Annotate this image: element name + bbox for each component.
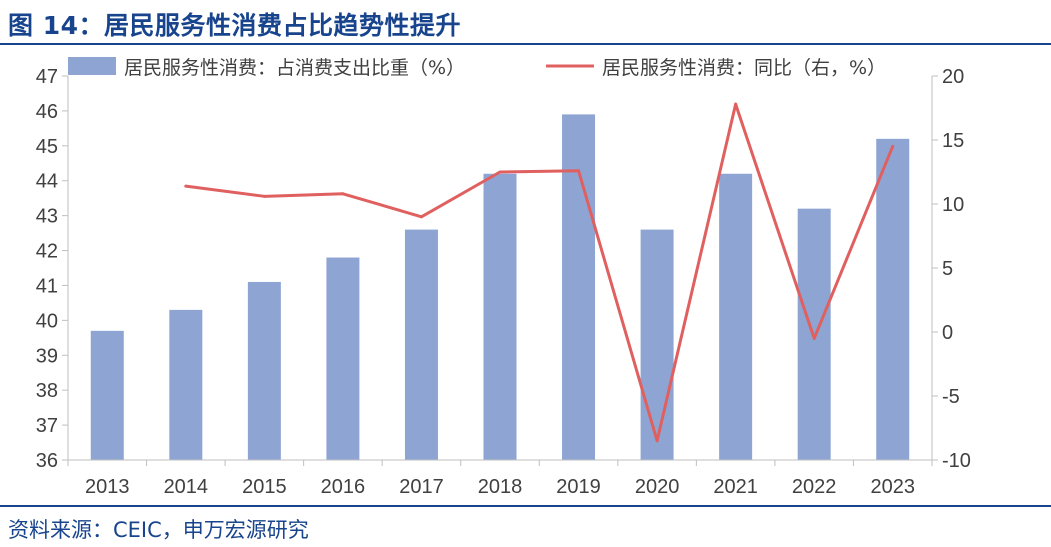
y-left-tick-label: 47 — [36, 66, 58, 88]
bar-2019 — [562, 114, 596, 461]
yoy-point-2014 — [184, 184, 188, 188]
figure-title: 图 14：居民服务性消费占比趋势性提升 — [8, 11, 461, 40]
yoy-point-2022 — [812, 336, 816, 340]
x-tick-label-2023: 2023 — [870, 476, 915, 498]
x-tick-label-2020: 2020 — [635, 476, 680, 498]
bar-2017 — [404, 229, 438, 460]
y-left-tick-label: 44 — [36, 171, 58, 193]
title-rule — [0, 43, 1051, 45]
y-right-tick-label: 10 — [942, 194, 964, 216]
bar-2018 — [483, 173, 517, 460]
x-tick-label-2015: 2015 — [242, 476, 287, 498]
y-left-tick-label: 45 — [36, 136, 58, 158]
bar-2021 — [719, 173, 753, 460]
y-right-tick-label: -5 — [942, 386, 960, 408]
x-tick-label-2019: 2019 — [556, 476, 601, 498]
axes-layer: 36 37 38 39 40 41 42 43 44 45 46 47 -10 -5 0 5 10 15 20 201… — [36, 66, 971, 498]
x-tick-label-2018: 2018 — [478, 476, 523, 498]
yoy-point-2019 — [577, 169, 581, 173]
line-layer — [184, 102, 895, 443]
source-rule — [0, 505, 1051, 507]
yoy-point-2023 — [891, 144, 895, 148]
y-left-tick-label: 46 — [36, 101, 58, 123]
y-left-tick-label: 37 — [36, 415, 58, 437]
y-right-tick-label: 5 — [942, 258, 953, 280]
yoy-point-2020 — [655, 439, 659, 443]
bar-2015 — [247, 281, 281, 460]
y-right-tick-label: 15 — [942, 130, 964, 152]
legend: 居民服务性消费：占消费支出比重（%） 居民服务性消费：同比（右，%） — [68, 57, 886, 79]
chart: 36 37 38 39 40 41 42 43 44 45 46 47 -10 -5 0 5 10 15 20 201… — [36, 57, 971, 498]
yoy-point-2018 — [498, 170, 502, 174]
y-left-tick-label: 41 — [36, 275, 58, 297]
bar-2023 — [876, 138, 910, 460]
y-right-tick-label: 20 — [942, 66, 964, 88]
x-tick-label-2022: 2022 — [792, 476, 837, 498]
x-tick-label-2013: 2013 — [85, 476, 130, 498]
y-left-tick-label: 36 — [36, 450, 58, 472]
x-tick-label-2021: 2021 — [713, 476, 758, 498]
x-tick-label-2016: 2016 — [321, 476, 366, 498]
y-left-tick-label: 40 — [36, 310, 58, 332]
bar-2014 — [169, 309, 203, 460]
bars-layer — [90, 114, 910, 461]
x-tick-label-2014: 2014 — [164, 476, 209, 498]
legend-label-line: 居民服务性消费：同比（右，%） — [602, 57, 886, 79]
yoy-line — [185, 102, 895, 443]
bar-2020 — [640, 229, 674, 460]
legend-label-bar: 居民服务性消费：占消费支出比重（%） — [124, 57, 465, 79]
y-left-tick-label: 38 — [36, 380, 58, 402]
y-right-tick-label: -10 — [942, 450, 971, 472]
bar-2016 — [326, 257, 360, 460]
y-left-tick-label: 42 — [36, 241, 58, 263]
yoy-point-2021 — [734, 102, 738, 106]
y-left-tick-label: 39 — [36, 345, 58, 367]
bar-2013 — [90, 330, 124, 460]
yoy-point-2017 — [419, 215, 423, 219]
yoy-point-2015 — [262, 194, 266, 198]
y-right-tick-label: 0 — [942, 322, 953, 344]
y-left-tick-label: 43 — [36, 206, 58, 228]
yoy-point-2016 — [341, 192, 345, 196]
legend-swatch-bar — [68, 57, 116, 75]
x-tick-label-2017: 2017 — [399, 476, 444, 498]
source-note: 资料来源：CEIC，申万宏源研究 — [8, 518, 309, 542]
